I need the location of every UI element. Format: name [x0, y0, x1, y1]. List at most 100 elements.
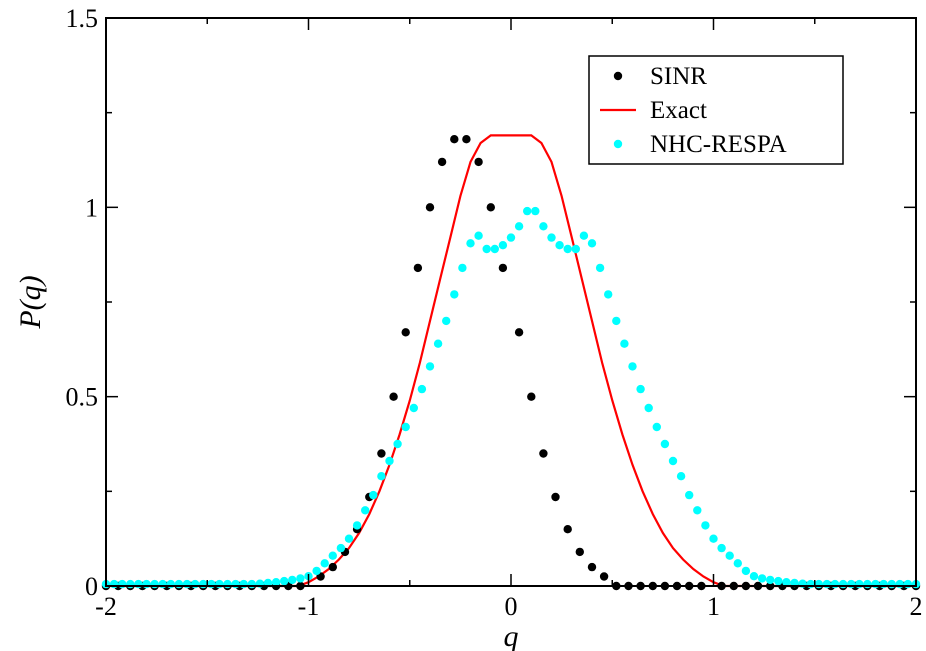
point-sinr	[389, 392, 398, 401]
series-line-exact	[106, 134, 916, 588]
point-nhc-respa	[539, 222, 548, 231]
point-nhc-respa	[482, 244, 491, 254]
point-nhc-respa	[903, 579, 913, 589]
point-nhc-respa	[166, 579, 175, 589]
point-sinr	[551, 492, 560, 502]
point-sinr	[527, 392, 536, 401]
legend-label-exact: Exact	[650, 97, 707, 124]
point-nhc-respa	[757, 574, 767, 583]
point-nhc-respa	[523, 206, 532, 216]
point-nhc-respa	[401, 422, 410, 432]
point-nhc-respa	[328, 551, 337, 560]
point-nhc-respa	[595, 263, 605, 273]
point-nhc-respa	[531, 206, 540, 216]
point-sinr	[474, 157, 483, 167]
point-nhc-respa	[174, 579, 184, 589]
point-nhc-respa	[871, 579, 880, 589]
legend-swatch-nhc-respa	[613, 139, 623, 149]
point-nhc-respa	[741, 566, 751, 576]
point-nhc-respa	[320, 559, 329, 568]
point-sinr	[401, 328, 410, 337]
point-nhc-respa	[717, 543, 726, 553]
x-tick-label: -1	[298, 592, 320, 621]
point-sinr	[599, 572, 609, 581]
x-tick-label: 1	[707, 592, 720, 621]
x-tick-label: 0	[505, 592, 518, 621]
point-nhc-respa	[782, 578, 791, 587]
point-nhc-respa	[766, 575, 775, 585]
point-nhc-respa	[587, 239, 597, 248]
legend: SINR Exact NHC-RESPA	[588, 55, 844, 165]
point-nhc-respa	[628, 362, 637, 371]
point-nhc-respa	[199, 579, 208, 589]
point-nhc-respa	[361, 506, 370, 515]
point-nhc-respa	[636, 384, 645, 394]
point-nhc-respa	[239, 579, 248, 589]
y-tick-label: 1	[85, 193, 98, 222]
point-sinr	[575, 547, 584, 557]
plot-marks	[101, 134, 921, 591]
point-nhc-respa	[158, 579, 167, 589]
point-nhc-respa	[369, 490, 378, 500]
point-nhc-respa	[879, 579, 888, 589]
point-nhc-respa	[231, 579, 240, 589]
point-nhc-respa	[150, 579, 159, 589]
point-nhc-respa	[652, 422, 661, 432]
point-nhc-respa	[118, 579, 127, 589]
point-nhc-respa	[749, 572, 759, 581]
point-nhc-respa	[458, 263, 467, 273]
point-nhc-respa	[425, 362, 435, 371]
legend-label-nhc-respa: NHC-RESPA	[650, 131, 787, 158]
point-nhc-respa	[806, 579, 815, 589]
point-nhc-respa	[822, 579, 832, 589]
legend-label-sinr: SINR	[650, 63, 707, 90]
point-nhc-respa	[660, 439, 670, 449]
point-sinr	[437, 157, 447, 167]
point-nhc-respa	[377, 472, 386, 481]
point-nhc-respa	[887, 579, 896, 589]
point-nhc-respa	[676, 472, 686, 481]
point-nhc-respa	[126, 579, 135, 589]
point-nhc-respa	[571, 244, 580, 254]
point-nhc-respa	[450, 290, 459, 299]
point-nhc-respa	[442, 316, 451, 326]
point-nhc-respa	[344, 534, 354, 543]
point-nhc-respa	[490, 244, 499, 254]
tick-labels: -2 -1 0 1 2 0 0.5 1 1.5	[66, 4, 923, 621]
point-nhc-respa	[207, 579, 216, 589]
point-sinr	[486, 203, 495, 212]
point-nhc-respa	[644, 403, 653, 413]
point-nhc-respa	[733, 559, 742, 568]
point-sinr	[563, 525, 572, 534]
point-nhc-respa	[838, 579, 848, 589]
point-sinr	[450, 135, 459, 144]
point-sinr	[328, 562, 337, 572]
point-nhc-respa	[579, 231, 589, 240]
point-nhc-respa	[474, 231, 483, 240]
point-nhc-respa	[409, 403, 418, 413]
legend-swatch-sinr	[613, 71, 623, 81]
point-nhc-respa	[814, 579, 823, 589]
point-nhc-respa	[385, 456, 394, 466]
point-sinr	[425, 203, 435, 212]
point-nhc-respa	[685, 490, 694, 500]
point-nhc-respa	[417, 384, 427, 394]
point-nhc-respa	[709, 534, 718, 543]
point-sinr	[413, 263, 423, 273]
point-nhc-respa	[296, 574, 305, 583]
point-nhc-respa	[312, 566, 321, 576]
point-nhc-respa	[620, 339, 629, 348]
point-nhc-respa	[215, 579, 224, 589]
point-nhc-respa	[555, 241, 564, 250]
point-nhc-respa	[433, 339, 443, 348]
point-nhc-respa	[109, 579, 119, 589]
point-nhc-respa	[190, 579, 200, 589]
point-nhc-respa	[247, 579, 256, 589]
point-nhc-respa	[668, 456, 678, 466]
point-nhc-respa	[288, 575, 297, 585]
point-sinr	[539, 449, 548, 458]
point-nhc-respa	[393, 439, 402, 449]
point-sinr	[514, 328, 524, 337]
y-tick-label: 0	[85, 572, 98, 601]
